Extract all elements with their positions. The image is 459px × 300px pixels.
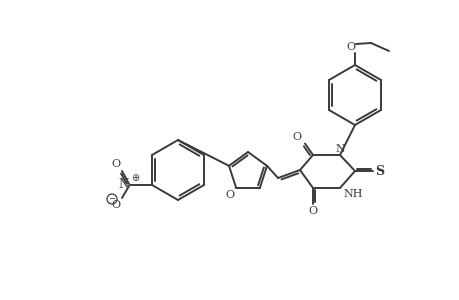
Text: ⊕: ⊕ xyxy=(131,173,139,183)
Text: O: O xyxy=(111,159,120,169)
Text: O: O xyxy=(308,206,317,216)
Text: −: − xyxy=(108,194,115,203)
Text: S: S xyxy=(374,164,383,178)
Text: O: O xyxy=(292,131,301,142)
Text: N: N xyxy=(335,144,344,154)
Text: O: O xyxy=(111,200,120,210)
Text: O: O xyxy=(346,42,355,52)
Text: O: O xyxy=(224,190,234,200)
Text: N: N xyxy=(118,178,129,190)
Text: NH: NH xyxy=(342,189,362,199)
